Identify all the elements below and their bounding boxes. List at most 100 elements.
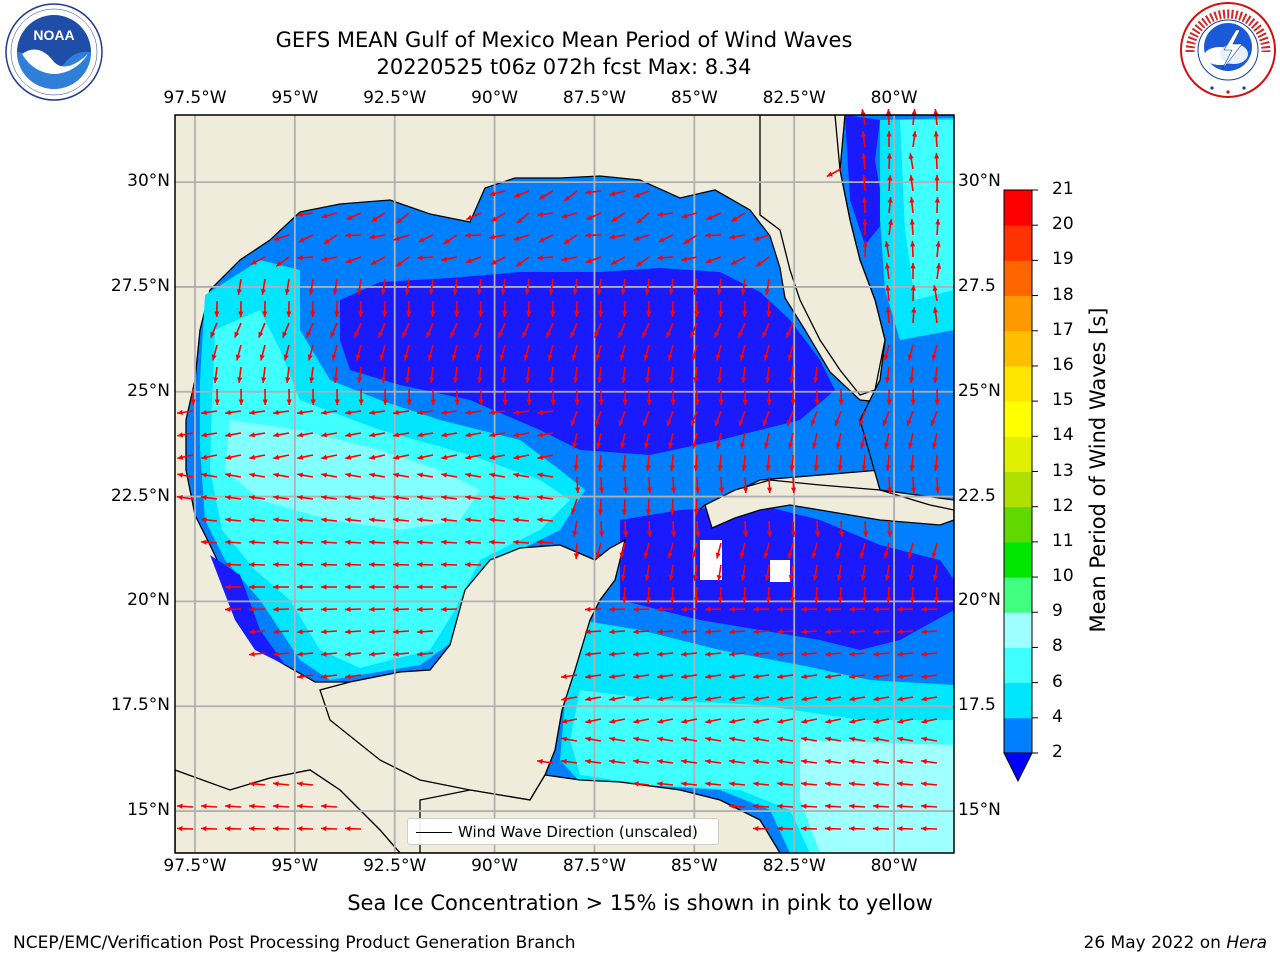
wave-arrow-head (705, 629, 711, 635)
wave-arrow-head (935, 241, 941, 247)
wave-arrow-head (333, 377, 339, 383)
wave-arrow-head (417, 517, 423, 523)
wave-arrow-head (835, 552, 841, 559)
wave-arrow-head (714, 331, 720, 338)
wave-arrow-head (886, 531, 893, 537)
wave-arrow-head (714, 419, 720, 426)
lat-tick-right: 30°N (958, 171, 1001, 192)
wave-arrow-head (297, 584, 303, 590)
wave-arrow-head (321, 432, 328, 438)
wave-arrow-head (825, 606, 831, 612)
wave-arrow-head (934, 153, 940, 159)
colorbar-tick-label: 21 (1052, 179, 1074, 199)
wave-arrow-head (225, 432, 232, 438)
wave-arrow-head (489, 432, 496, 438)
wave-arrow-head (537, 454, 544, 460)
wave-arrow-head (393, 409, 399, 416)
wave-arrow-head (297, 432, 304, 438)
wave-arrow-head (657, 651, 663, 657)
wave-arrow-head (574, 311, 580, 317)
wave-arrow-head (789, 465, 795, 471)
wave-arrow-head (718, 399, 724, 405)
date-value: 26 May 2022 on (1083, 933, 1221, 953)
wave-arrow-head (262, 311, 268, 317)
wave-arrow-head (609, 606, 615, 612)
wave-arrow-head (561, 758, 567, 765)
wave-arrow-head (884, 241, 890, 248)
wave-arrow-head (633, 629, 639, 635)
wave-arrow-head (249, 606, 255, 612)
wave-arrow-head (273, 454, 280, 460)
wave-arrow-head (633, 758, 639, 765)
map-frame (174, 114, 955, 854)
wave-arrow-head (417, 255, 423, 261)
wave-arrow-head (669, 465, 675, 471)
wave-arrow-head (621, 597, 628, 603)
wave-arrow-head (729, 629, 735, 635)
lon-tick-bottom: 87.5°W (562, 856, 627, 876)
wave-arrow-head (873, 736, 880, 742)
wave-arrow-head (934, 487, 941, 493)
wave-arrow-head (513, 409, 519, 416)
wave-arrow-head (502, 399, 508, 405)
wave-arrow-head (345, 651, 351, 657)
wave-arrow-head (234, 331, 240, 338)
wave-arrow-head (225, 454, 232, 460)
wave-arrow-head (537, 539, 543, 545)
colorbar (1003, 189, 1038, 783)
wave-arrow-head (213, 377, 219, 383)
wave-arrow-head (585, 606, 591, 612)
wave-arrow-head (524, 289, 530, 295)
wave-arrow-head (441, 517, 447, 523)
wave-arrow-head (777, 673, 783, 680)
wave-arrow-head (933, 597, 940, 603)
wave-arrow-head (715, 552, 721, 559)
wave-arrow-head (297, 651, 303, 657)
wave-arrow-head (910, 487, 917, 493)
wave-arrow-head (393, 539, 399, 545)
wave-arrow-head (273, 494, 279, 501)
wave-arrow-head (729, 606, 735, 612)
wave-arrow-head (441, 606, 447, 612)
wave-arrow-head (729, 673, 735, 680)
wave-arrow-head (594, 419, 600, 426)
wave-arrow-head (418, 237, 425, 243)
wave-arrow-head (810, 419, 816, 426)
wave-arrow-head (450, 331, 456, 338)
wave-arrow-head (837, 597, 844, 603)
wave-arrow-head (513, 454, 520, 460)
wave-arrow-head (921, 781, 927, 787)
wave-arrow-head (849, 758, 855, 765)
wave-arrow-head (561, 696, 568, 702)
wave-arrow-head (849, 803, 855, 809)
wave-arrow-head (491, 216, 498, 222)
wave-arrow-head (380, 289, 386, 295)
wave-arrow-head (547, 354, 553, 361)
wave-arrow-head (454, 311, 460, 317)
wave-arrow-head (441, 472, 448, 478)
wave-arrow-head (273, 472, 280, 478)
wave-arrow-head (609, 191, 616, 197)
wave-arrow-head (297, 211, 303, 218)
wave-arrow-head (717, 377, 723, 383)
wave-arrow-head (572, 530, 578, 537)
wave-arrow-head (378, 331, 384, 338)
wave-arrow-head (443, 238, 450, 244)
wave-arrow-head (561, 213, 568, 219)
lat-tick-left: 22.5°N (110, 485, 170, 506)
wave-arrow-head (345, 432, 352, 438)
wave-arrow-head (201, 826, 207, 832)
wave-arrow-head (523, 354, 529, 361)
wave-arrow-head (753, 718, 760, 724)
colorbar-tick-label: 8 (1052, 636, 1063, 657)
wave-arrow-head (897, 781, 903, 787)
wave-arrow-head (369, 629, 375, 635)
wave-arrow-head (909, 197, 915, 203)
wave-arrow-head (681, 673, 687, 680)
wave-arrow-head (595, 354, 601, 361)
wave-arrow-head (762, 331, 768, 338)
lon-tick-top: 95°W (271, 88, 319, 108)
chart-subtitle: 20220525 t06z 072h fcst Max: 8.34 (376, 55, 752, 79)
wave-arrow-head (705, 232, 711, 238)
colorbar-tick-label: 2 (1052, 742, 1063, 762)
